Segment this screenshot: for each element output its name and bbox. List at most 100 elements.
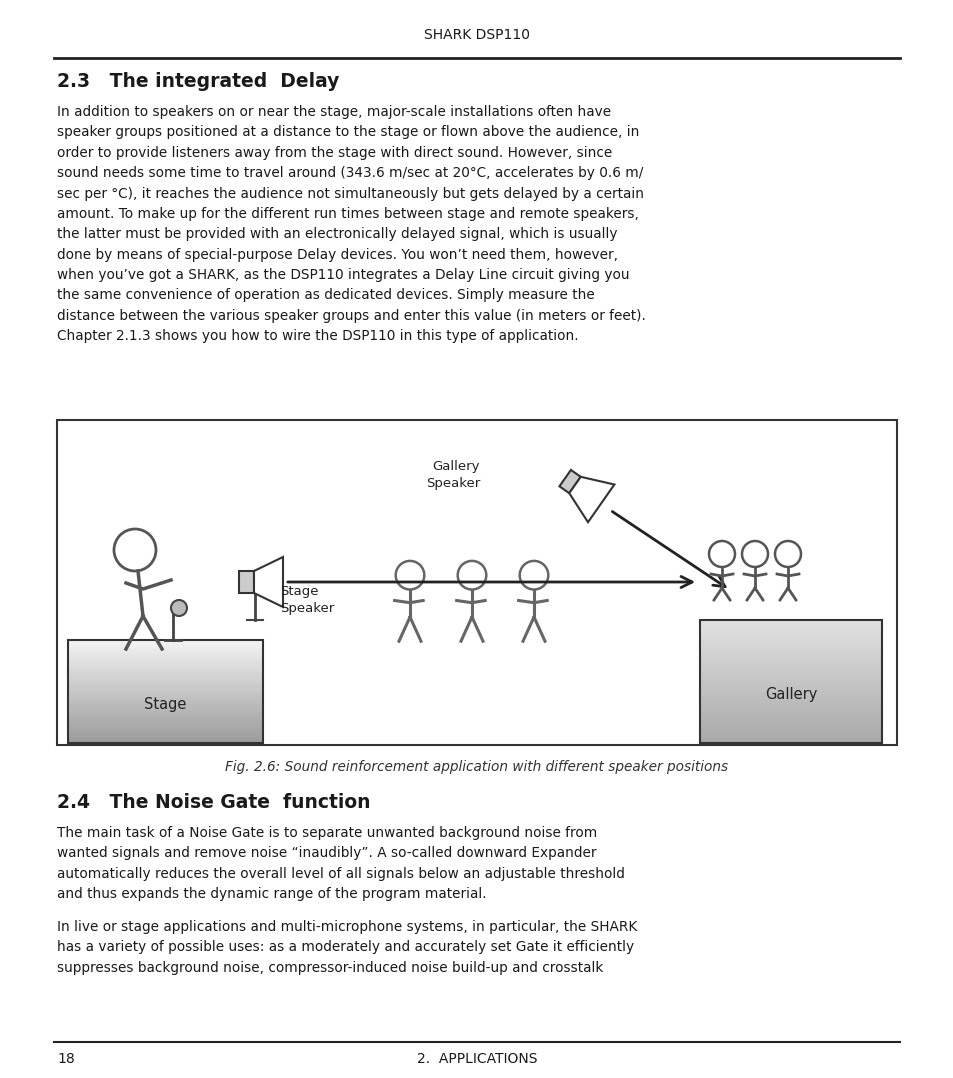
Bar [700,681,882,686]
Bar [700,675,882,679]
Text: Fig. 2.6: Sound reinforcement application with different speaker positions: Fig. 2.6: Sound reinforcement applicatio… [225,760,728,774]
Bar [700,626,882,630]
Bar [700,630,882,633]
Bar [700,694,882,697]
Bar [68,691,263,694]
Bar [68,648,263,651]
Circle shape [395,561,424,590]
Bar [68,674,263,677]
Bar [700,678,882,682]
Bar [68,683,263,687]
Bar [700,651,882,654]
Circle shape [457,561,486,590]
Circle shape [774,541,801,567]
Bar [700,696,882,701]
Bar [68,737,263,741]
Bar [700,740,882,744]
Bar [700,663,882,666]
Bar [68,717,263,720]
Bar [68,725,263,728]
Bar [68,640,263,743]
Bar [700,660,882,664]
Circle shape [741,541,767,567]
Bar [700,709,882,713]
Bar [68,663,263,666]
Bar [68,696,263,700]
Text: The main task of a Noise Gate is to separate unwanted background noise from
want: The main task of a Noise Gate is to sepa… [57,826,624,901]
Bar [700,657,882,661]
Bar [68,676,263,679]
Bar [68,715,263,718]
Text: Stage: Stage [144,697,187,713]
Bar [700,635,882,639]
Bar [68,730,263,733]
Text: In live or stage applications and multi-microphone systems, in particular, the S: In live or stage applications and multi-… [57,920,637,975]
Bar [700,673,882,676]
Text: In addition to speakers on or near the stage, major-scale installations often ha: In addition to speakers on or near the s… [57,105,645,343]
Circle shape [113,529,156,571]
Circle shape [519,561,548,590]
Bar [68,720,263,723]
Bar [68,645,263,648]
Text: Stage
Speaker: Stage Speaker [280,585,334,616]
Bar [68,694,263,697]
Bar [68,679,263,681]
Bar [700,737,882,741]
Bar [68,640,263,644]
Bar [68,650,263,653]
Bar [700,645,882,648]
Bar [700,641,882,645]
Bar [700,700,882,704]
Bar [700,638,882,642]
Bar [68,722,263,725]
Bar [68,709,263,713]
Text: SHARK DSP110: SHARK DSP110 [423,28,530,42]
Bar [700,623,882,626]
Polygon shape [253,557,283,607]
Bar [68,681,263,685]
Bar [68,733,263,736]
Bar [68,687,263,690]
Bar [700,654,882,658]
Bar [700,718,882,722]
Bar [68,671,263,674]
Bar [700,648,882,651]
Bar [68,707,263,710]
Bar [68,741,263,744]
Bar [68,655,263,659]
Text: Gallery
Speaker: Gallery Speaker [425,460,479,490]
Bar [700,688,882,691]
Bar [68,661,263,664]
Bar [239,571,253,593]
Bar [700,734,882,737]
Text: 2.3   The integrated  Delay: 2.3 The integrated Delay [57,72,339,91]
Bar [700,620,882,623]
Bar [68,668,263,672]
Bar [68,728,263,731]
Bar [68,653,263,655]
Bar [57,420,896,745]
Bar [700,724,882,728]
Bar [700,633,882,636]
Text: 2.4   The Noise Gate  function: 2.4 The Noise Gate function [57,793,370,812]
Bar [68,735,263,738]
Bar [700,716,882,719]
Bar [700,620,882,743]
Bar [700,703,882,706]
Bar [700,713,882,716]
Bar [700,666,882,669]
Text: 2.  APPLICATIONS: 2. APPLICATIONS [416,1052,537,1066]
Bar [68,666,263,668]
Bar [700,691,882,694]
Text: 18: 18 [57,1052,74,1066]
Bar [68,700,263,702]
Bar [68,704,263,707]
Polygon shape [558,470,580,494]
Bar [68,702,263,705]
Text: Gallery: Gallery [764,688,817,703]
Bar [68,713,263,715]
Bar [700,728,882,731]
Bar [68,689,263,692]
Bar [68,658,263,661]
Polygon shape [569,476,614,522]
